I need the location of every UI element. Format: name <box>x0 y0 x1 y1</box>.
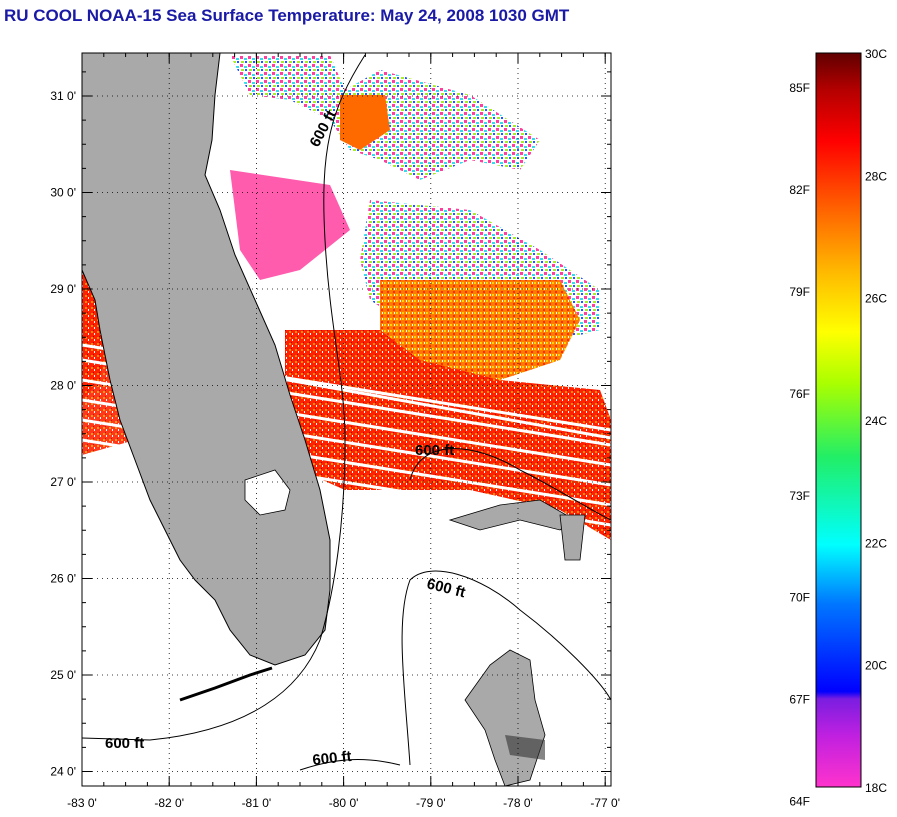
lat-label: 25 0' <box>50 668 76 682</box>
graticule <box>82 53 611 786</box>
sst-patch-warm-east <box>380 280 580 380</box>
contour-label-5: 600 ft <box>312 748 353 769</box>
colorbar-fahrenheit-label: 64F <box>789 795 810 809</box>
lon-label: -81 0' <box>242 796 272 810</box>
colorbar-celsius-label: 26C <box>865 292 887 306</box>
contour-label-4: 600 ft <box>105 735 144 752</box>
lat-label: 24 0' <box>50 765 76 779</box>
colorbar-celsius-label: 22C <box>865 536 887 550</box>
colorbar-celsius-label: 28C <box>865 169 887 183</box>
isobath-600ft-cuba <box>299 759 401 771</box>
lon-label: -80 0' <box>329 796 359 810</box>
florida-keys <box>179 666 273 702</box>
sst-patch-warm-north <box>340 95 390 150</box>
colorbar-labels: 30C 28C 26C 24C 22C 20C 18C 85F 82F 79F 76F 73F 70F 6… <box>789 47 887 809</box>
abaco <box>559 514 586 561</box>
map-content <box>82 53 611 786</box>
sst-patch-hot <box>285 330 611 540</box>
colorbar-fahrenheit-label: 82F <box>789 183 810 197</box>
colorbar-fahrenheit-label: 76F <box>789 387 810 401</box>
colorbar-celsius-label: 20C <box>865 659 887 673</box>
colorbar-fahrenheit-label: 73F <box>789 489 810 503</box>
lon-label: -82 0' <box>154 796 184 810</box>
colorbar-celsius-label: 24C <box>865 414 887 428</box>
lat-label: 31 0' <box>50 89 76 103</box>
colorbar-fahrenheit-label: 67F <box>789 693 810 707</box>
lat-label: 27 0' <box>50 475 76 489</box>
lon-label: -78 0' <box>503 796 533 810</box>
lon-label: -79 0' <box>416 796 446 810</box>
lon-label: -83 0' <box>67 796 97 810</box>
lat-label: 26 0' <box>50 572 76 586</box>
colorbar <box>815 52 862 788</box>
map-frame <box>81 52 612 787</box>
andros-reef <box>505 735 545 760</box>
colorbar-celsius-label: 30C <box>865 47 887 61</box>
colorbar-celsius-label: 18C <box>865 781 887 795</box>
lat-label: 28 0' <box>50 379 76 393</box>
sst-patch-pink <box>230 170 350 280</box>
lat-label: 29 0' <box>50 282 76 296</box>
isobath-600ft-west <box>82 54 366 741</box>
lat-label: 30 0' <box>50 186 76 200</box>
lon-label: -77 0' <box>590 796 620 810</box>
isobath-600ft-south <box>401 570 611 766</box>
map-axes: 31 0' 30 0' 29 0' 28 0' 27 0' 26 0' 25 0' 24 0'… <box>50 53 620 810</box>
contour-label-2: 600 ft <box>415 442 454 459</box>
map-title: RU COOL NOAA-15 Sea Surface Temperature:… <box>4 6 570 25</box>
isobath-600ft-east <box>409 448 611 521</box>
colorbar-fahrenheit-label: 70F <box>789 591 810 605</box>
colorbar-fahrenheit-label: 79F <box>789 285 810 299</box>
colorbar-fahrenheit-label: 85F <box>789 81 810 95</box>
